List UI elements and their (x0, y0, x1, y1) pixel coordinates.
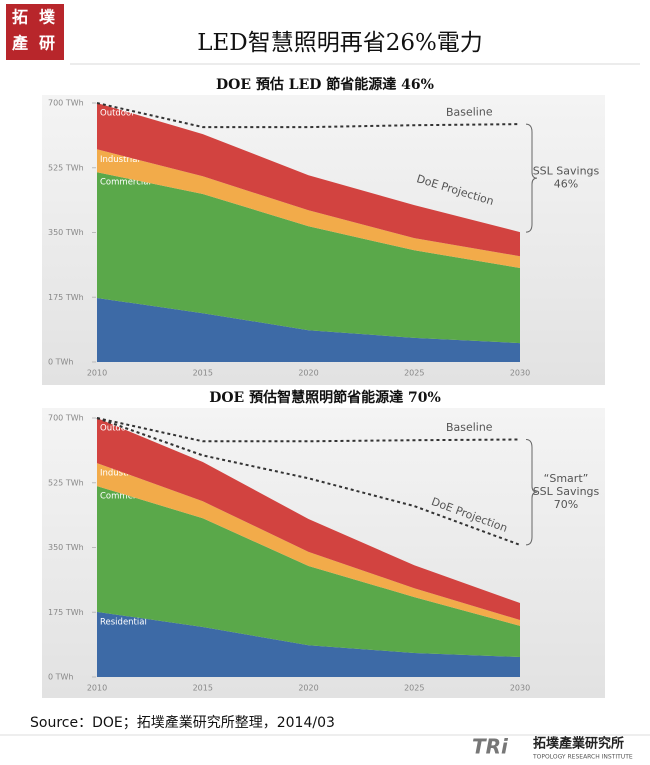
savings-label: 70% (554, 498, 578, 511)
logo-box (6, 4, 64, 60)
area-label: Residential (100, 617, 147, 627)
x-tick-label: 2020 (298, 369, 318, 378)
brand-en: TOPOLOGY RESEARCH INSTITUTE (532, 754, 633, 761)
brand: TRi (472, 735, 509, 759)
area (97, 486, 520, 657)
chart-title: DOE 預估智慧照明節省能源達 70% (209, 389, 441, 406)
area (97, 172, 520, 344)
savings-label: SSL Savings (533, 165, 600, 178)
brand-cn: 拓墣產業研究所 (533, 736, 624, 752)
slide-title: LED智慧照明再省26%電力 (197, 30, 483, 56)
y-tick-label: 175 TWh (48, 608, 84, 617)
x-tick-label: 2025 (404, 369, 424, 378)
y-tick-label: 350 TWh (48, 228, 84, 237)
logo-char: 研 (39, 34, 55, 53)
x-tick-label: 2010 (87, 369, 107, 378)
area-label: Outdoor (100, 109, 135, 119)
x-tick-label: 2030 (510, 369, 530, 378)
y-tick-label: 525 TWh (48, 163, 84, 172)
line (96, 417, 521, 546)
area (97, 298, 520, 362)
y-tick-label: 525 TWh (48, 478, 84, 487)
line (96, 102, 521, 129)
area-label: Industrial (100, 469, 140, 479)
line (96, 417, 521, 443)
area (97, 463, 520, 626)
area (97, 418, 520, 620)
chart: DOE 預估智慧照明節省能源達 70% 0 TWh 175 TWh 350 TWh 52… (42, 389, 605, 698)
x-tick-label: 2030 (510, 684, 530, 693)
area (97, 149, 520, 268)
x-tick-label: 2020 (298, 684, 318, 693)
x-tick-label: 2015 (193, 684, 213, 693)
savings-brace (525, 438, 538, 546)
logo-char: 拓 (12, 8, 28, 27)
chart-title: DOE 預估 LED 節省能源達 46% (216, 76, 434, 93)
y-tick-label: 0 TWh (48, 673, 74, 682)
savings-label: 46% (554, 178, 578, 191)
line-label: Baseline (446, 421, 493, 434)
savings-brace (525, 123, 538, 233)
area-label: Outdoor (100, 424, 135, 434)
y-tick-label: 175 TWh (48, 293, 84, 302)
area (97, 611, 520, 677)
x-tick-label: 2015 (193, 369, 213, 378)
y-tick-label: 700 TWh (48, 99, 84, 108)
x-tick-label: 2025 (404, 684, 424, 693)
savings-label: SSL Savings (533, 485, 600, 498)
chart: DOE 預估 LED 節省能源達 46% 0 TWh 175 TWh 350 TWh 5… (42, 76, 605, 385)
area-label: Commercial (100, 178, 151, 188)
source: Source：DOE；拓墣產業研究所整理，2014/03 (30, 714, 335, 731)
x-tick-label: 2010 (87, 684, 107, 693)
area-label: Commercial (100, 492, 151, 502)
line-label: Baseline (446, 105, 493, 118)
logo-char: 產 (12, 34, 28, 53)
savings-label: “Smart” (544, 472, 589, 485)
logo: 拓 墣 產 研 (6, 4, 64, 60)
y-tick-label: 700 TWh (48, 414, 84, 423)
area-label: Industrial (100, 155, 140, 165)
y-tick-label: 350 TWh (48, 543, 84, 552)
logo-char: 墣 (39, 8, 55, 27)
y-tick-label: 0 TWh (48, 358, 74, 367)
area (97, 103, 520, 257)
